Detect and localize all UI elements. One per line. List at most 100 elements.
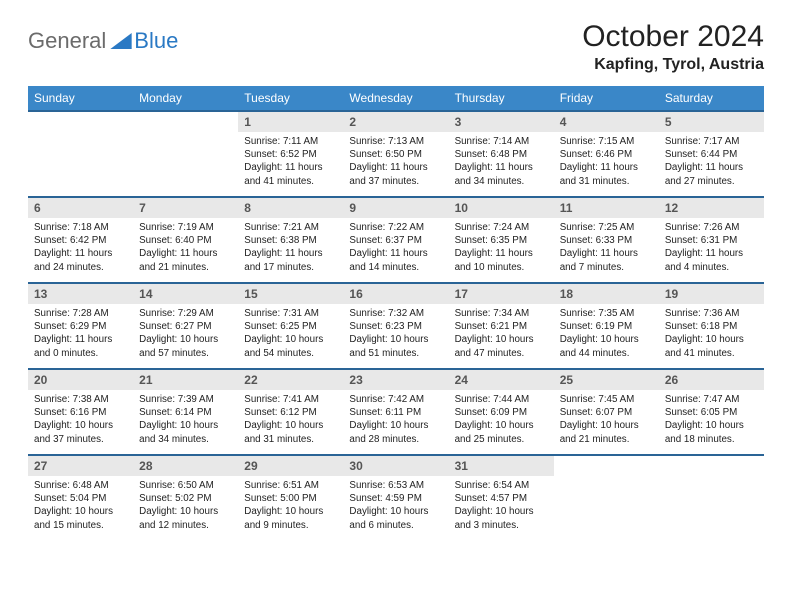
- calendar-cell: 18Sunrise: 7:35 AMSunset: 6:19 PMDayligh…: [554, 283, 659, 369]
- day-details: Sunrise: 7:28 AMSunset: 6:29 PMDaylight:…: [28, 304, 133, 364]
- day-number: 30: [343, 456, 448, 476]
- day-number: 20: [28, 370, 133, 390]
- day-details: Sunrise: 7:17 AMSunset: 6:44 PMDaylight:…: [659, 132, 764, 192]
- day-details: Sunrise: 7:18 AMSunset: 6:42 PMDaylight:…: [28, 218, 133, 278]
- day-details: Sunrise: 7:11 AMSunset: 6:52 PMDaylight:…: [238, 132, 343, 192]
- calendar-cell: 3Sunrise: 7:14 AMSunset: 6:48 PMDaylight…: [449, 111, 554, 197]
- day-details: Sunrise: 7:31 AMSunset: 6:25 PMDaylight:…: [238, 304, 343, 364]
- day-details: Sunrise: 7:41 AMSunset: 6:12 PMDaylight:…: [238, 390, 343, 450]
- day-number: 28: [133, 456, 238, 476]
- day-number: 15: [238, 284, 343, 304]
- weekday-header: Friday: [554, 86, 659, 111]
- page-title: October 2024: [582, 20, 764, 54]
- weekday-header: Saturday: [659, 86, 764, 111]
- day-details: Sunrise: 7:22 AMSunset: 6:37 PMDaylight:…: [343, 218, 448, 278]
- calendar-cell: 13Sunrise: 7:28 AMSunset: 6:29 PMDayligh…: [28, 283, 133, 369]
- day-number: 22: [238, 370, 343, 390]
- calendar-cell: 15Sunrise: 7:31 AMSunset: 6:25 PMDayligh…: [238, 283, 343, 369]
- day-details: Sunrise: 7:13 AMSunset: 6:50 PMDaylight:…: [343, 132, 448, 192]
- calendar-cell: 26Sunrise: 7:47 AMSunset: 6:05 PMDayligh…: [659, 369, 764, 455]
- day-number: 24: [449, 370, 554, 390]
- day-details: Sunrise: 7:14 AMSunset: 6:48 PMDaylight:…: [449, 132, 554, 192]
- calendar-cell: 17Sunrise: 7:34 AMSunset: 6:21 PMDayligh…: [449, 283, 554, 369]
- logo: General Blue: [28, 20, 178, 54]
- day-number: 19: [659, 284, 764, 304]
- day-number: 25: [554, 370, 659, 390]
- logo-triangle-icon: [110, 33, 132, 49]
- calendar-cell: 6Sunrise: 7:18 AMSunset: 6:42 PMDaylight…: [28, 197, 133, 283]
- day-details: Sunrise: 7:36 AMSunset: 6:18 PMDaylight:…: [659, 304, 764, 364]
- day-number: 3: [449, 112, 554, 132]
- day-details: Sunrise: 7:42 AMSunset: 6:11 PMDaylight:…: [343, 390, 448, 450]
- day-details: Sunrise: 6:48 AMSunset: 5:04 PMDaylight:…: [28, 476, 133, 536]
- day-details: Sunrise: 7:21 AMSunset: 6:38 PMDaylight:…: [238, 218, 343, 278]
- day-number: 14: [133, 284, 238, 304]
- day-number: 2: [343, 112, 448, 132]
- day-details: Sunrise: 7:35 AMSunset: 6:19 PMDaylight:…: [554, 304, 659, 364]
- calendar-cell: 22Sunrise: 7:41 AMSunset: 6:12 PMDayligh…: [238, 369, 343, 455]
- day-number: 26: [659, 370, 764, 390]
- calendar-cell: 24Sunrise: 7:44 AMSunset: 6:09 PMDayligh…: [449, 369, 554, 455]
- calendar-week-row: 20Sunrise: 7:38 AMSunset: 6:16 PMDayligh…: [28, 369, 764, 455]
- weekday-header: Wednesday: [343, 86, 448, 111]
- calendar-week-row: 6Sunrise: 7:18 AMSunset: 6:42 PMDaylight…: [28, 197, 764, 283]
- day-details: Sunrise: 7:26 AMSunset: 6:31 PMDaylight:…: [659, 218, 764, 278]
- calendar-cell: 23Sunrise: 7:42 AMSunset: 6:11 PMDayligh…: [343, 369, 448, 455]
- day-number: 6: [28, 198, 133, 218]
- calendar-cell: 16Sunrise: 7:32 AMSunset: 6:23 PMDayligh…: [343, 283, 448, 369]
- calendar-cell: [28, 111, 133, 197]
- calendar-cell: 28Sunrise: 6:50 AMSunset: 5:02 PMDayligh…: [133, 455, 238, 541]
- day-number: 29: [238, 456, 343, 476]
- day-details: Sunrise: 7:39 AMSunset: 6:14 PMDaylight:…: [133, 390, 238, 450]
- calendar-cell: [659, 455, 764, 541]
- page-subtitle: Kapfing, Tyrol, Austria: [582, 56, 764, 74]
- calendar-cell: 7Sunrise: 7:19 AMSunset: 6:40 PMDaylight…: [133, 197, 238, 283]
- logo-word2: Blue: [134, 28, 178, 54]
- title-block: October 2024 Kapfing, Tyrol, Austria: [582, 20, 764, 74]
- day-details: Sunrise: 7:34 AMSunset: 6:21 PMDaylight:…: [449, 304, 554, 364]
- weekday-header: Thursday: [449, 86, 554, 111]
- calendar-cell: 29Sunrise: 6:51 AMSunset: 5:00 PMDayligh…: [238, 455, 343, 541]
- calendar-cell: 2Sunrise: 7:13 AMSunset: 6:50 PMDaylight…: [343, 111, 448, 197]
- day-number: 16: [343, 284, 448, 304]
- logo-word1: General: [28, 28, 106, 54]
- calendar-week-row: 13Sunrise: 7:28 AMSunset: 6:29 PMDayligh…: [28, 283, 764, 369]
- calendar-cell: 27Sunrise: 6:48 AMSunset: 5:04 PMDayligh…: [28, 455, 133, 541]
- day-details: Sunrise: 6:54 AMSunset: 4:57 PMDaylight:…: [449, 476, 554, 536]
- calendar-cell: 11Sunrise: 7:25 AMSunset: 6:33 PMDayligh…: [554, 197, 659, 283]
- day-number: 8: [238, 198, 343, 218]
- day-number: 10: [449, 198, 554, 218]
- day-details: Sunrise: 7:29 AMSunset: 6:27 PMDaylight:…: [133, 304, 238, 364]
- calendar-cell: 4Sunrise: 7:15 AMSunset: 6:46 PMDaylight…: [554, 111, 659, 197]
- day-details: Sunrise: 7:45 AMSunset: 6:07 PMDaylight:…: [554, 390, 659, 450]
- day-number: 17: [449, 284, 554, 304]
- day-details: Sunrise: 7:25 AMSunset: 6:33 PMDaylight:…: [554, 218, 659, 278]
- calendar-cell: [554, 455, 659, 541]
- calendar-cell: 5Sunrise: 7:17 AMSunset: 6:44 PMDaylight…: [659, 111, 764, 197]
- day-number: 23: [343, 370, 448, 390]
- calendar-cell: 10Sunrise: 7:24 AMSunset: 6:35 PMDayligh…: [449, 197, 554, 283]
- day-details: Sunrise: 7:32 AMSunset: 6:23 PMDaylight:…: [343, 304, 448, 364]
- calendar-cell: 14Sunrise: 7:29 AMSunset: 6:27 PMDayligh…: [133, 283, 238, 369]
- day-number: 27: [28, 456, 133, 476]
- calendar-cell: 9Sunrise: 7:22 AMSunset: 6:37 PMDaylight…: [343, 197, 448, 283]
- day-number: 11: [554, 198, 659, 218]
- day-details: Sunrise: 7:38 AMSunset: 6:16 PMDaylight:…: [28, 390, 133, 450]
- day-number: 13: [28, 284, 133, 304]
- calendar-cell: 19Sunrise: 7:36 AMSunset: 6:18 PMDayligh…: [659, 283, 764, 369]
- header: General Blue October 2024 Kapfing, Tyrol…: [28, 20, 764, 74]
- day-details: Sunrise: 6:50 AMSunset: 5:02 PMDaylight:…: [133, 476, 238, 536]
- calendar-week-row: 1Sunrise: 7:11 AMSunset: 6:52 PMDaylight…: [28, 111, 764, 197]
- day-number: 9: [343, 198, 448, 218]
- calendar-cell: 8Sunrise: 7:21 AMSunset: 6:38 PMDaylight…: [238, 197, 343, 283]
- day-details: Sunrise: 7:24 AMSunset: 6:35 PMDaylight:…: [449, 218, 554, 278]
- day-details: Sunrise: 7:47 AMSunset: 6:05 PMDaylight:…: [659, 390, 764, 450]
- weekday-header-row: Sunday Monday Tuesday Wednesday Thursday…: [28, 86, 764, 111]
- weekday-header: Sunday: [28, 86, 133, 111]
- day-details: Sunrise: 6:51 AMSunset: 5:00 PMDaylight:…: [238, 476, 343, 536]
- day-number: 18: [554, 284, 659, 304]
- day-details: Sunrise: 7:15 AMSunset: 6:46 PMDaylight:…: [554, 132, 659, 192]
- day-details: Sunrise: 6:53 AMSunset: 4:59 PMDaylight:…: [343, 476, 448, 536]
- day-details: Sunrise: 7:19 AMSunset: 6:40 PMDaylight:…: [133, 218, 238, 278]
- calendar-cell: 12Sunrise: 7:26 AMSunset: 6:31 PMDayligh…: [659, 197, 764, 283]
